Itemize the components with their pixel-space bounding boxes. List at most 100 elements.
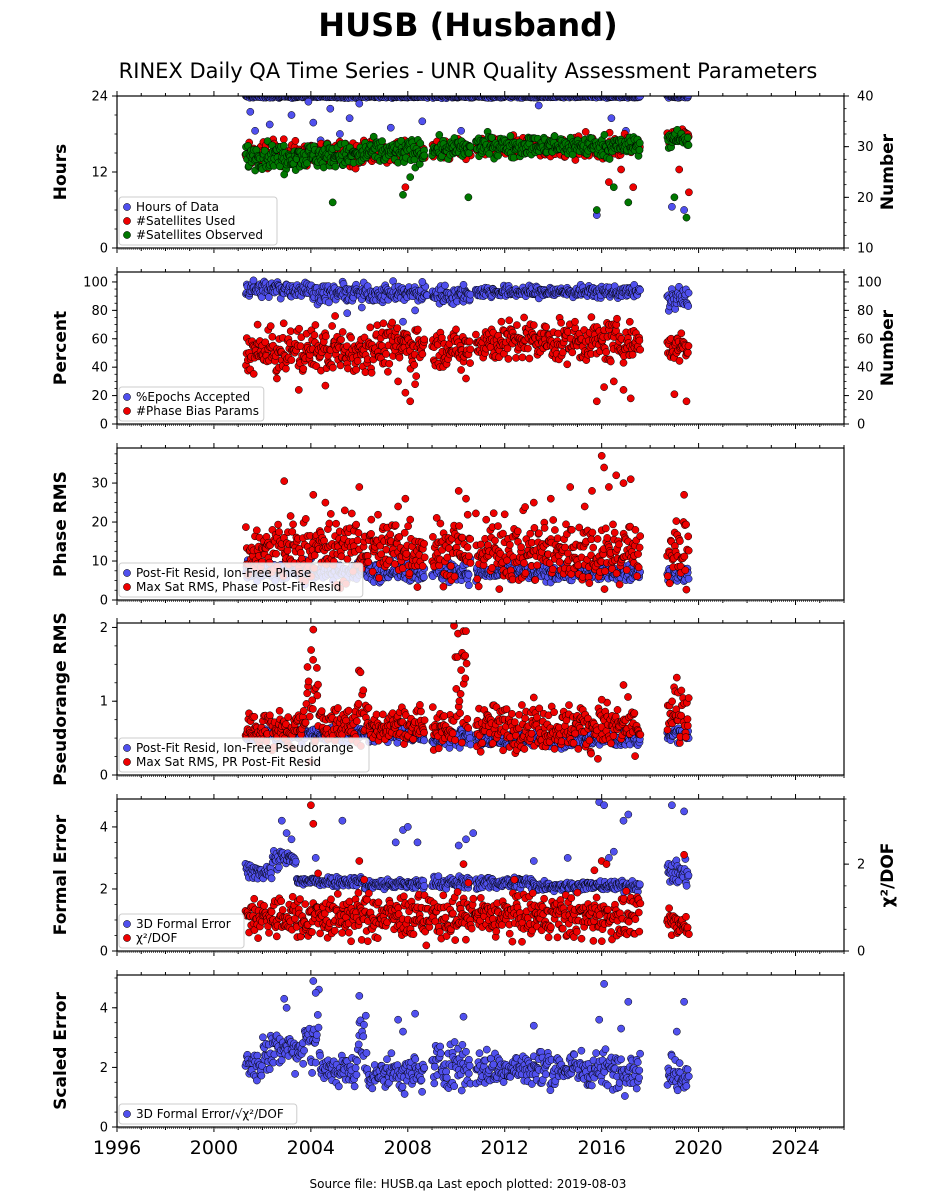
data-point [338,328,347,336]
data-point [636,345,645,354]
data-point [463,543,472,552]
data-point [472,330,480,339]
data-point [325,519,334,528]
legend-marker [123,569,131,577]
data-point [615,580,624,589]
data-point [505,316,514,325]
data-point [619,358,628,367]
data-point [677,329,686,338]
data-point [665,579,674,588]
data-point [291,136,300,145]
data-point [439,582,448,591]
data-point [411,380,419,389]
data-point [328,198,337,207]
legend-marker [123,393,131,401]
data-point [589,543,598,552]
data-point [275,528,283,536]
data-point [597,451,606,460]
data-point [353,357,362,365]
data-point [609,377,618,386]
data-point [273,374,281,383]
data-point [628,350,637,359]
data-point [393,324,402,332]
data-point [465,149,473,158]
y-tick-label: 30 [91,477,108,492]
data-point [287,111,296,119]
legend-hours: Hours of Data#Satellites Used#Satellites… [118,196,278,246]
data-point [301,515,310,523]
data-point [420,736,428,745]
data-point [555,558,564,567]
legend-label: Post-Fit Resid, Ion-Free Phase [136,566,311,580]
data-point [619,479,628,487]
data-point [406,173,415,181]
y-tick-label: 0 [100,242,108,257]
data-point [399,190,407,199]
data-point [321,381,330,390]
series-hours-2 [242,125,693,222]
data-point [280,141,288,150]
data-point [462,494,470,503]
data-point [463,510,472,519]
data-point [606,357,615,366]
data-point [506,132,515,140]
data-point [251,126,259,135]
data-point [336,361,345,370]
y-axis-label: Hours [51,144,71,201]
legend-marker [123,407,131,415]
data-point [509,153,518,162]
data-point [585,579,594,588]
data-point [494,522,502,530]
y2-tick-label: 20 [857,389,874,404]
data-point [394,377,402,386]
data-point [531,576,540,584]
data-point [600,130,609,139]
data-point [331,312,339,320]
data-point [684,302,693,310]
data-point [629,183,638,192]
data-point [336,130,344,138]
data-point [394,502,402,511]
data-point [466,559,475,567]
data-point [534,101,543,110]
data-point [546,494,555,503]
data-point [482,515,491,524]
legend-label: #Satellites Observed [136,228,263,242]
data-point [682,213,691,222]
data-point [289,520,297,529]
data-point [420,539,428,548]
data-point [411,306,419,315]
data-point [268,332,277,341]
data-point [355,483,364,491]
data-point [412,372,421,380]
data-point [279,135,288,144]
data-point [322,332,330,341]
data-point [441,281,449,290]
data-point [374,510,382,519]
data-point [242,523,250,531]
y-axis-label: Percent [51,311,71,385]
data-point [540,524,549,532]
y2-tick-label: 0 [857,418,865,433]
data-point [465,581,473,590]
data-point [367,515,376,524]
data-point [466,535,475,543]
data-point [574,561,583,570]
data-point [474,582,483,591]
data-point [622,566,631,574]
data-point [459,280,468,289]
data-point [457,366,465,374]
data-point [684,133,692,142]
data-point [345,114,354,123]
data-point [457,126,465,135]
data-point [529,498,538,507]
data-point [455,522,464,530]
data-point [473,575,482,583]
data-point [504,355,513,363]
data-point [472,509,480,518]
y-tick-label: 12 [91,166,108,181]
data-point [295,324,303,333]
